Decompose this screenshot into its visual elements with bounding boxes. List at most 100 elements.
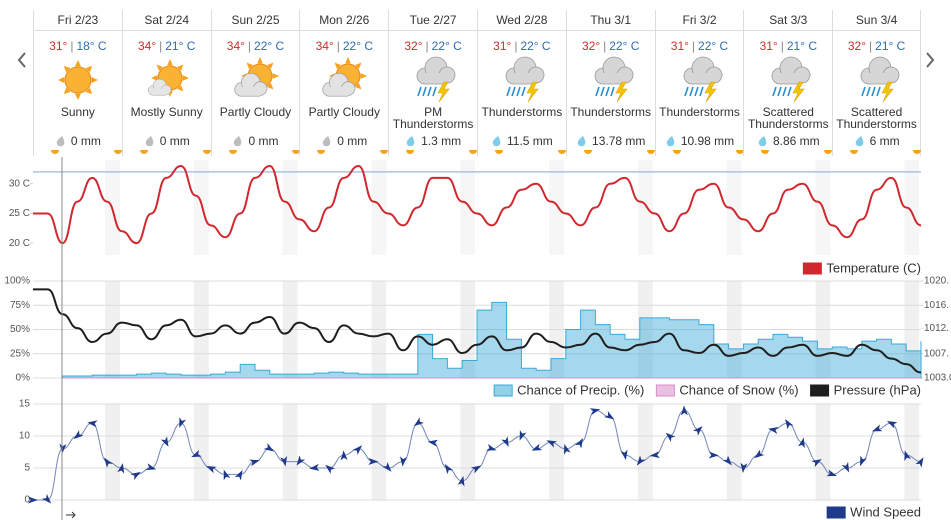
weather-icon [58, 60, 98, 100]
night-band [549, 160, 564, 255]
sun-ray [166, 59, 173, 66]
wind-marker [859, 455, 867, 467]
wind-marker [444, 463, 454, 475]
cloud [322, 72, 356, 97]
condition: Thunderstorms [570, 105, 652, 119]
sun-ray [345, 57, 352, 64]
y-tick-label: 0% [16, 373, 31, 384]
cloud [416, 56, 456, 85]
separator: | [869, 39, 873, 53]
wind-marker [665, 432, 676, 442]
separator: | [603, 39, 607, 53]
wind-marker [325, 464, 336, 474]
precip-amount: 0 mm [159, 134, 190, 148]
wind-marker [501, 436, 509, 447]
legend-label: Pressure (hPa) [834, 382, 921, 397]
y-tick-label: 25 C [9, 208, 30, 219]
wind-marker [145, 463, 157, 470]
separator: | [247, 39, 252, 53]
wind-marker [886, 421, 898, 429]
sun-ray [355, 62, 362, 70]
weather-icon [322, 57, 368, 97]
sunrise [850, 150, 859, 154]
separator: | [514, 39, 518, 53]
low-temp: 22° C [698, 39, 729, 53]
sun-times [139, 150, 211, 154]
drop-icon [56, 136, 65, 147]
cloud [860, 56, 900, 85]
drop-icon [492, 136, 501, 147]
day-name: Sat 2/24 [122, 10, 211, 31]
sun-ray [74, 93, 82, 100]
day-column: Sat 3/3 31° | 21° C Scattered Thunderstorms 8… [743, 10, 833, 156]
drop [145, 136, 153, 147]
y2-tick-label: 1003.0 [924, 373, 951, 384]
night-band [549, 404, 564, 500]
day-name: Sat 3/3 [744, 10, 833, 31]
drop [577, 136, 586, 147]
separator: | [159, 39, 163, 53]
night-band [460, 160, 476, 255]
cloud [594, 56, 634, 85]
sunrise [228, 150, 237, 154]
drop-icon [145, 136, 153, 147]
weather-icon [683, 56, 722, 103]
wind-marker [680, 405, 688, 416]
drop [855, 136, 863, 147]
day-name: Mon 2/26 [300, 10, 389, 31]
wind-marker [59, 443, 67, 454]
wind-marker [485, 443, 497, 451]
day-name: Thu 3/1 [566, 10, 655, 31]
night-band [193, 404, 209, 500]
high-temp: 31° [493, 39, 512, 53]
precip-amount: 6 mm [869, 134, 900, 148]
y-tick-label: 15 [19, 399, 31, 410]
y-tick-label: 50% [10, 324, 30, 335]
sun-ray [74, 60, 82, 67]
precip: 8.86 mm [744, 134, 832, 148]
night-band [105, 404, 120, 500]
weather-icon [505, 56, 545, 103]
rain [861, 86, 881, 97]
bolt [881, 81, 894, 103]
night-band [371, 160, 387, 255]
y-tick-label: 0 [24, 495, 30, 506]
high-temp: 32° [404, 39, 423, 53]
separator: | [780, 39, 784, 53]
prev-arrow[interactable] [17, 52, 26, 68]
weather-icon [147, 59, 189, 97]
sun-ray [91, 76, 98, 84]
day-column: Mon 2/26 34° | 22° C Partly Cloudy 0 mm [299, 10, 389, 156]
next-arrow[interactable] [926, 52, 935, 68]
wind-marker [413, 417, 424, 427]
y-tick-label: 20 C [9, 238, 30, 249]
sunrise [317, 150, 326, 154]
cloud [147, 78, 172, 96]
wind-marker [575, 438, 584, 449]
wind-marker [768, 427, 779, 434]
temps: 32° | 22° C [389, 38, 477, 54]
sun-ray [85, 65, 93, 73]
condition: PM Thunderstorms [392, 105, 474, 131]
y-tick-label: 75% [10, 300, 30, 311]
weather-icon [594, 56, 634, 103]
condition: Scattered Thunderstorms [836, 105, 917, 131]
precip-amount: 0 mm [248, 134, 279, 148]
drop-icon [406, 136, 415, 147]
wind-marker [589, 408, 601, 416]
weather-icon [416, 56, 456, 103]
drop-icon [323, 136, 331, 147]
wind-marker [28, 496, 38, 504]
wind-marker [620, 449, 628, 461]
condition: Thunderstorms [659, 105, 740, 119]
precip: 11.5 mm [478, 134, 566, 148]
drop [666, 136, 675, 147]
precip-amount: 13.78 mm [592, 134, 646, 148]
condition: Thunderstorms [481, 105, 563, 119]
wind-marker [191, 450, 202, 458]
y2-tick-label: 1012. [924, 323, 949, 334]
bolt [615, 81, 628, 103]
wind-marker [340, 450, 348, 461]
drop [492, 136, 501, 147]
night-band [726, 404, 742, 500]
